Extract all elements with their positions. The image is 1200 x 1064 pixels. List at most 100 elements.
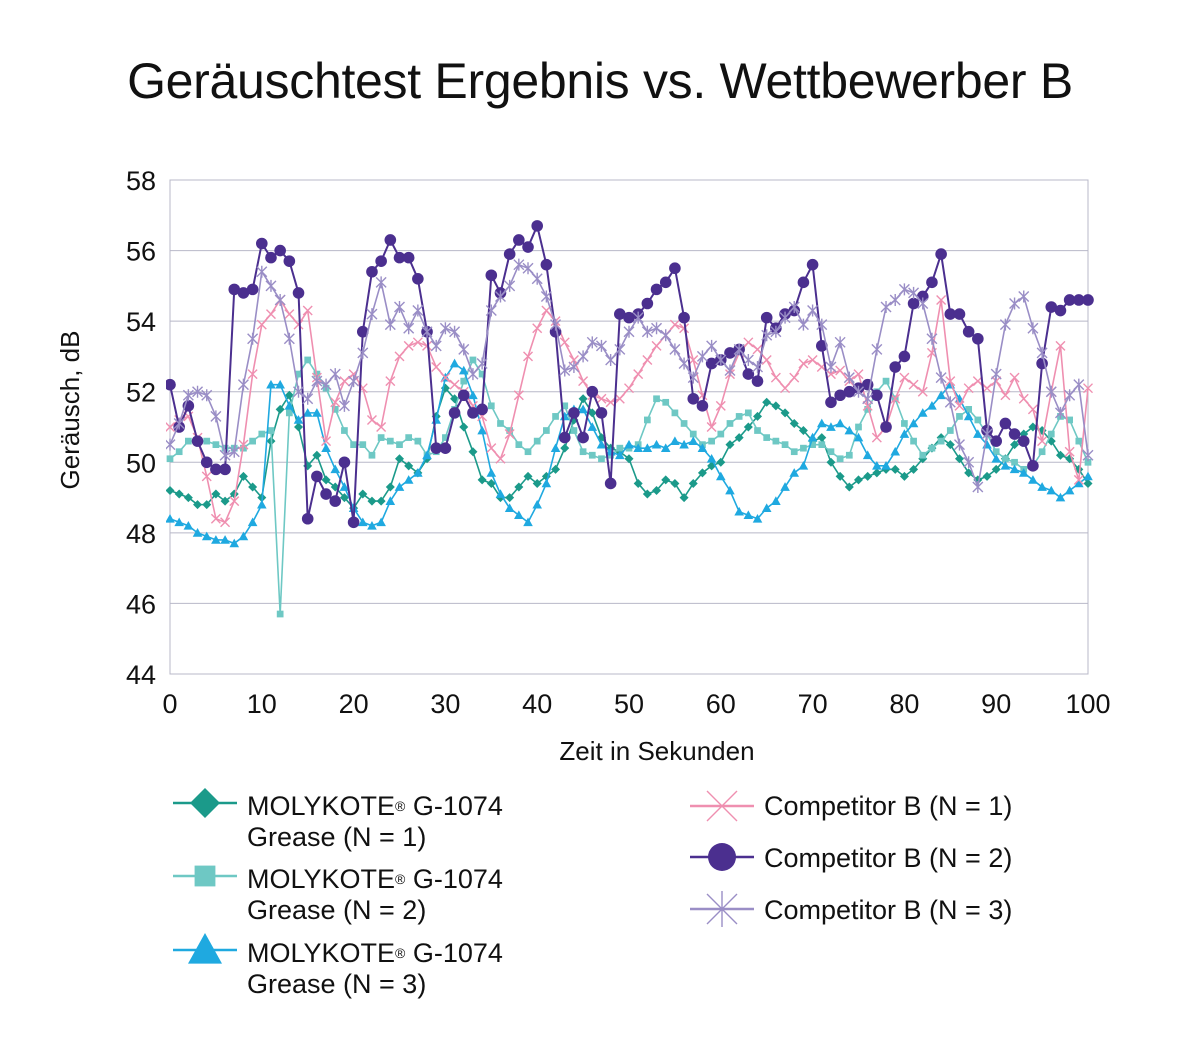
data-point — [330, 397, 341, 408]
data-point — [540, 258, 553, 271]
data-point — [854, 475, 863, 485]
data-point — [495, 453, 506, 464]
data-point — [329, 368, 341, 381]
data-point — [1011, 458, 1018, 466]
data-point — [1083, 471, 1093, 481]
data-point — [781, 441, 789, 449]
data-point — [192, 385, 204, 398]
data-point — [247, 332, 259, 345]
data-point — [825, 396, 837, 409]
data-point — [559, 337, 570, 348]
data-point — [412, 304, 424, 317]
x-tick-label: 20 — [339, 689, 369, 719]
legend-marker-4 — [690, 790, 754, 822]
data-point — [386, 437, 394, 445]
data-point — [817, 433, 827, 443]
data-point — [175, 448, 183, 456]
data-point — [624, 439, 634, 449]
data-point — [338, 399, 350, 412]
data-point — [688, 436, 699, 445]
data-point — [295, 370, 302, 378]
data-point — [827, 448, 835, 456]
data-point — [972, 332, 984, 345]
data-point — [1074, 478, 1084, 488]
data-point — [871, 343, 883, 356]
data-point — [532, 478, 542, 488]
data-point — [533, 437, 541, 445]
data-point — [706, 339, 718, 352]
data-point — [513, 258, 525, 271]
legend-symbol — [190, 788, 220, 818]
data-point — [229, 538, 240, 548]
data-point — [890, 464, 900, 474]
data-point — [403, 322, 415, 335]
data-point — [614, 393, 625, 404]
data-point — [624, 383, 634, 394]
data-point — [504, 279, 516, 292]
data-point — [644, 416, 651, 424]
data-point — [836, 455, 844, 463]
data-point — [550, 443, 561, 453]
data-point — [788, 301, 800, 314]
data-point — [173, 417, 185, 430]
data-point — [385, 376, 396, 387]
data-point — [460, 377, 468, 385]
data-point — [907, 297, 920, 310]
data-point — [605, 353, 617, 366]
data-point — [285, 409, 293, 417]
data-point — [1063, 294, 1076, 306]
data-point — [486, 468, 497, 477]
data-point — [642, 443, 653, 453]
data-point — [559, 364, 571, 377]
data-point — [166, 455, 174, 463]
data-point — [210, 513, 221, 524]
data-point — [596, 393, 607, 404]
data-point — [963, 411, 974, 421]
data-point — [991, 376, 1002, 387]
data-point — [807, 354, 818, 365]
data-point — [642, 354, 653, 365]
data-point — [853, 369, 864, 380]
data-point — [430, 339, 442, 352]
data-point — [469, 356, 477, 364]
data-point — [871, 389, 883, 402]
data-point — [981, 428, 993, 441]
data-point — [982, 471, 992, 481]
data-point — [595, 339, 607, 352]
data-point — [598, 455, 605, 463]
data-point — [302, 392, 314, 405]
data-point — [183, 521, 194, 530]
data-point — [834, 336, 846, 349]
data-point — [339, 376, 350, 387]
data-point — [219, 449, 231, 462]
data-point — [367, 496, 377, 506]
data-point — [221, 444, 229, 452]
data-point — [679, 439, 689, 449]
data-point — [540, 290, 552, 303]
data-point — [1036, 346, 1048, 359]
data-point — [468, 390, 478, 400]
data-point — [531, 272, 543, 285]
data-point — [835, 471, 845, 481]
data-point — [265, 279, 277, 292]
data-point — [487, 402, 495, 410]
data-point — [174, 489, 184, 499]
data-point — [790, 448, 798, 456]
data-point — [889, 361, 902, 373]
y-tick-label: 52 — [126, 378, 156, 408]
data-point — [476, 403, 488, 416]
data-point — [552, 413, 559, 420]
data-point — [807, 304, 819, 317]
data-point — [375, 255, 387, 267]
data-point — [946, 427, 954, 434]
data-point — [274, 293, 286, 306]
data-point — [926, 332, 938, 345]
x-tick-label: 40 — [522, 689, 552, 719]
data-point — [772, 437, 780, 445]
data-point — [965, 405, 973, 413]
data-point — [671, 409, 679, 417]
data-point — [944, 396, 956, 409]
data-point — [350, 441, 357, 449]
data-point — [881, 461, 891, 470]
